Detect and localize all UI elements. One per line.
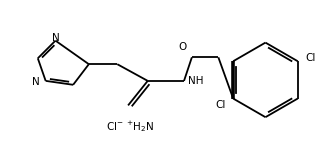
- Text: NH: NH: [188, 76, 204, 86]
- Text: O: O: [179, 42, 187, 52]
- Text: N: N: [52, 33, 59, 43]
- Text: N: N: [32, 77, 40, 87]
- Text: Cl$^{-}$ $^{+}$H$_{2}$N: Cl$^{-}$ $^{+}$H$_{2}$N: [106, 120, 154, 134]
- Text: Cl: Cl: [306, 53, 316, 63]
- Text: Cl: Cl: [215, 100, 225, 110]
